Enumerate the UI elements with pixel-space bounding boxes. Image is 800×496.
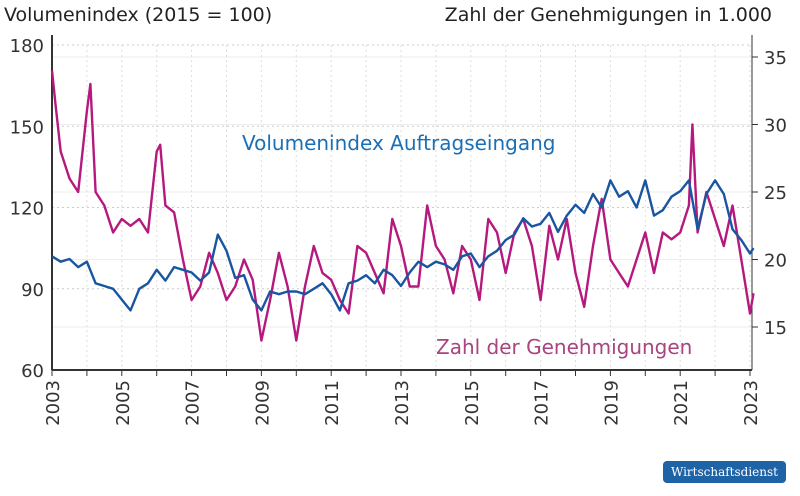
series-line-genehmigungen [50,70,755,342]
right-axis-title: Zahl der Genehmigungen in 1.000 [444,4,772,26]
right-tick-label: 30 [764,116,787,137]
series-line-volumenindex [51,179,755,312]
x-tick-label: 2015 [462,380,483,426]
x-tick-label: 2003 [43,380,64,426]
x-tick-label: 2011 [322,380,343,426]
left-tick-label: 90 [21,280,44,301]
x-tick-label: 2019 [601,380,622,426]
right-tick-label: 25 [764,183,787,204]
left-tick-label: 120 [10,199,44,220]
series-label-genehmigungen: Zahl der Genehmigungen [436,335,692,359]
left-tick-label: 180 [10,36,44,57]
left-tick-label: 150 [10,117,44,138]
left-tick-label: 60 [21,361,44,382]
x-tick-label: 2013 [392,380,413,426]
right-tick-label: 20 [764,251,787,272]
right-tick-label: 35 [764,48,787,69]
x-tick-label: 2021 [671,380,692,426]
right-tick-label: 15 [764,318,787,339]
x-tick-label: 2017 [532,380,553,426]
left-axis-title: Volumenindex (2015 = 100) [4,4,273,26]
x-tick-label: 2023 [741,380,762,426]
x-tick-label: 2009 [252,380,273,426]
series-label-volumenindex: Volumenindex Auftragseingang [242,131,555,155]
publisher-badge: Wirtschaftsdienst [662,461,786,483]
x-tick-label: 2007 [183,380,204,426]
x-tick-label: 2005 [113,380,134,426]
